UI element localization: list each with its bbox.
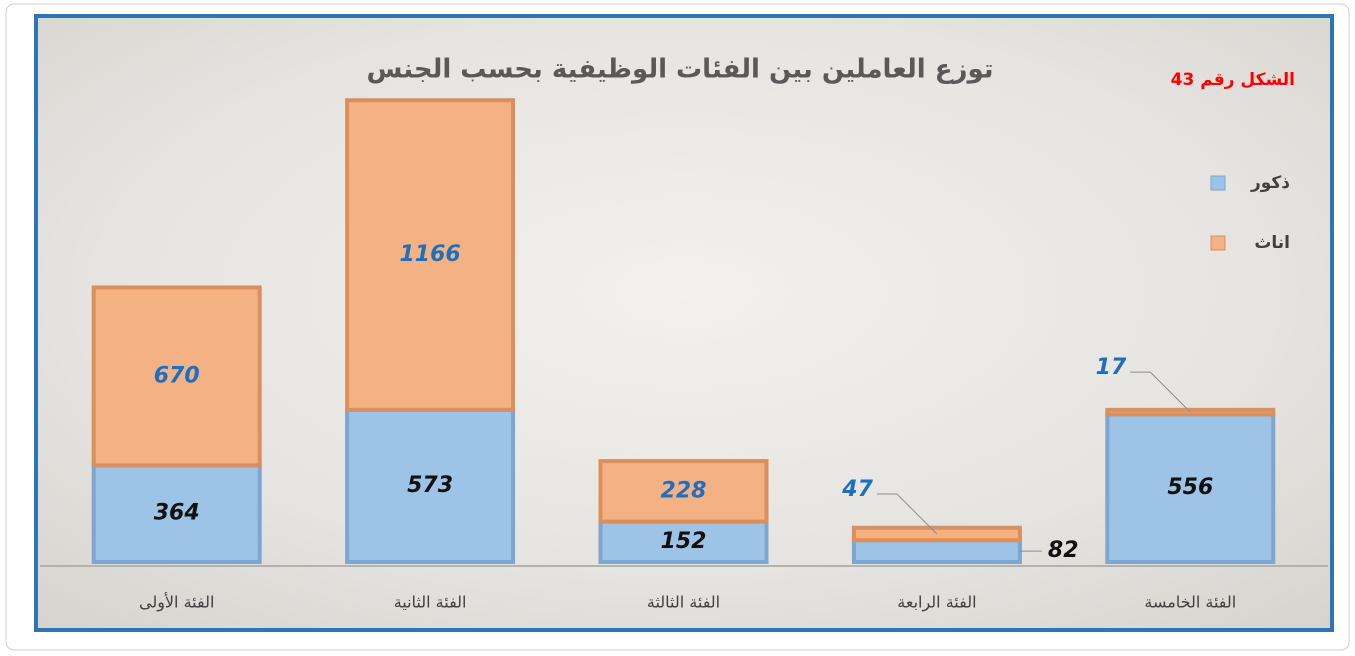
data-label: 1166 <box>399 242 460 267</box>
x-tick-label: الفئة الخامسة <box>1144 593 1236 612</box>
data-label: 364 <box>154 501 200 526</box>
data-label: 152 <box>661 529 707 554</box>
bar-segment <box>91 285 262 468</box>
x-tick-label: الفئة الثالثة <box>647 593 720 612</box>
figure-number: الشكل رقم 43 <box>1171 70 1295 90</box>
x-tick-label: الفئة الرابعة <box>897 593 976 613</box>
data-label: 47 <box>841 477 873 502</box>
data-label: 573 <box>407 473 453 498</box>
bar-segment <box>598 459 769 524</box>
leader-line <box>1130 371 1191 413</box>
legend-label: اناث <box>1254 233 1290 253</box>
data-label: 17 <box>1096 355 1127 380</box>
legend-swatch <box>1210 235 1226 251</box>
data-label: 228 <box>661 478 707 503</box>
x-tick-label: الفئة الثانية <box>394 593 467 612</box>
data-label: 82 <box>1048 538 1079 563</box>
x-tick-label: الفئة الأولى <box>139 592 214 613</box>
bar-segment <box>345 407 516 564</box>
chart-title: توزع العاملين بين الفئات الوظيفية بحسب ا… <box>366 55 993 85</box>
data-label: 556 <box>1167 475 1213 500</box>
bar-segment <box>851 538 1022 564</box>
bar-segment <box>1105 412 1276 564</box>
legend-swatch <box>1210 175 1226 191</box>
leader-line <box>876 493 938 535</box>
data-label: 670 <box>154 363 200 388</box>
bar-segment <box>345 98 516 412</box>
legend-label: ذكور <box>1250 173 1290 193</box>
bar-segment <box>91 463 262 564</box>
